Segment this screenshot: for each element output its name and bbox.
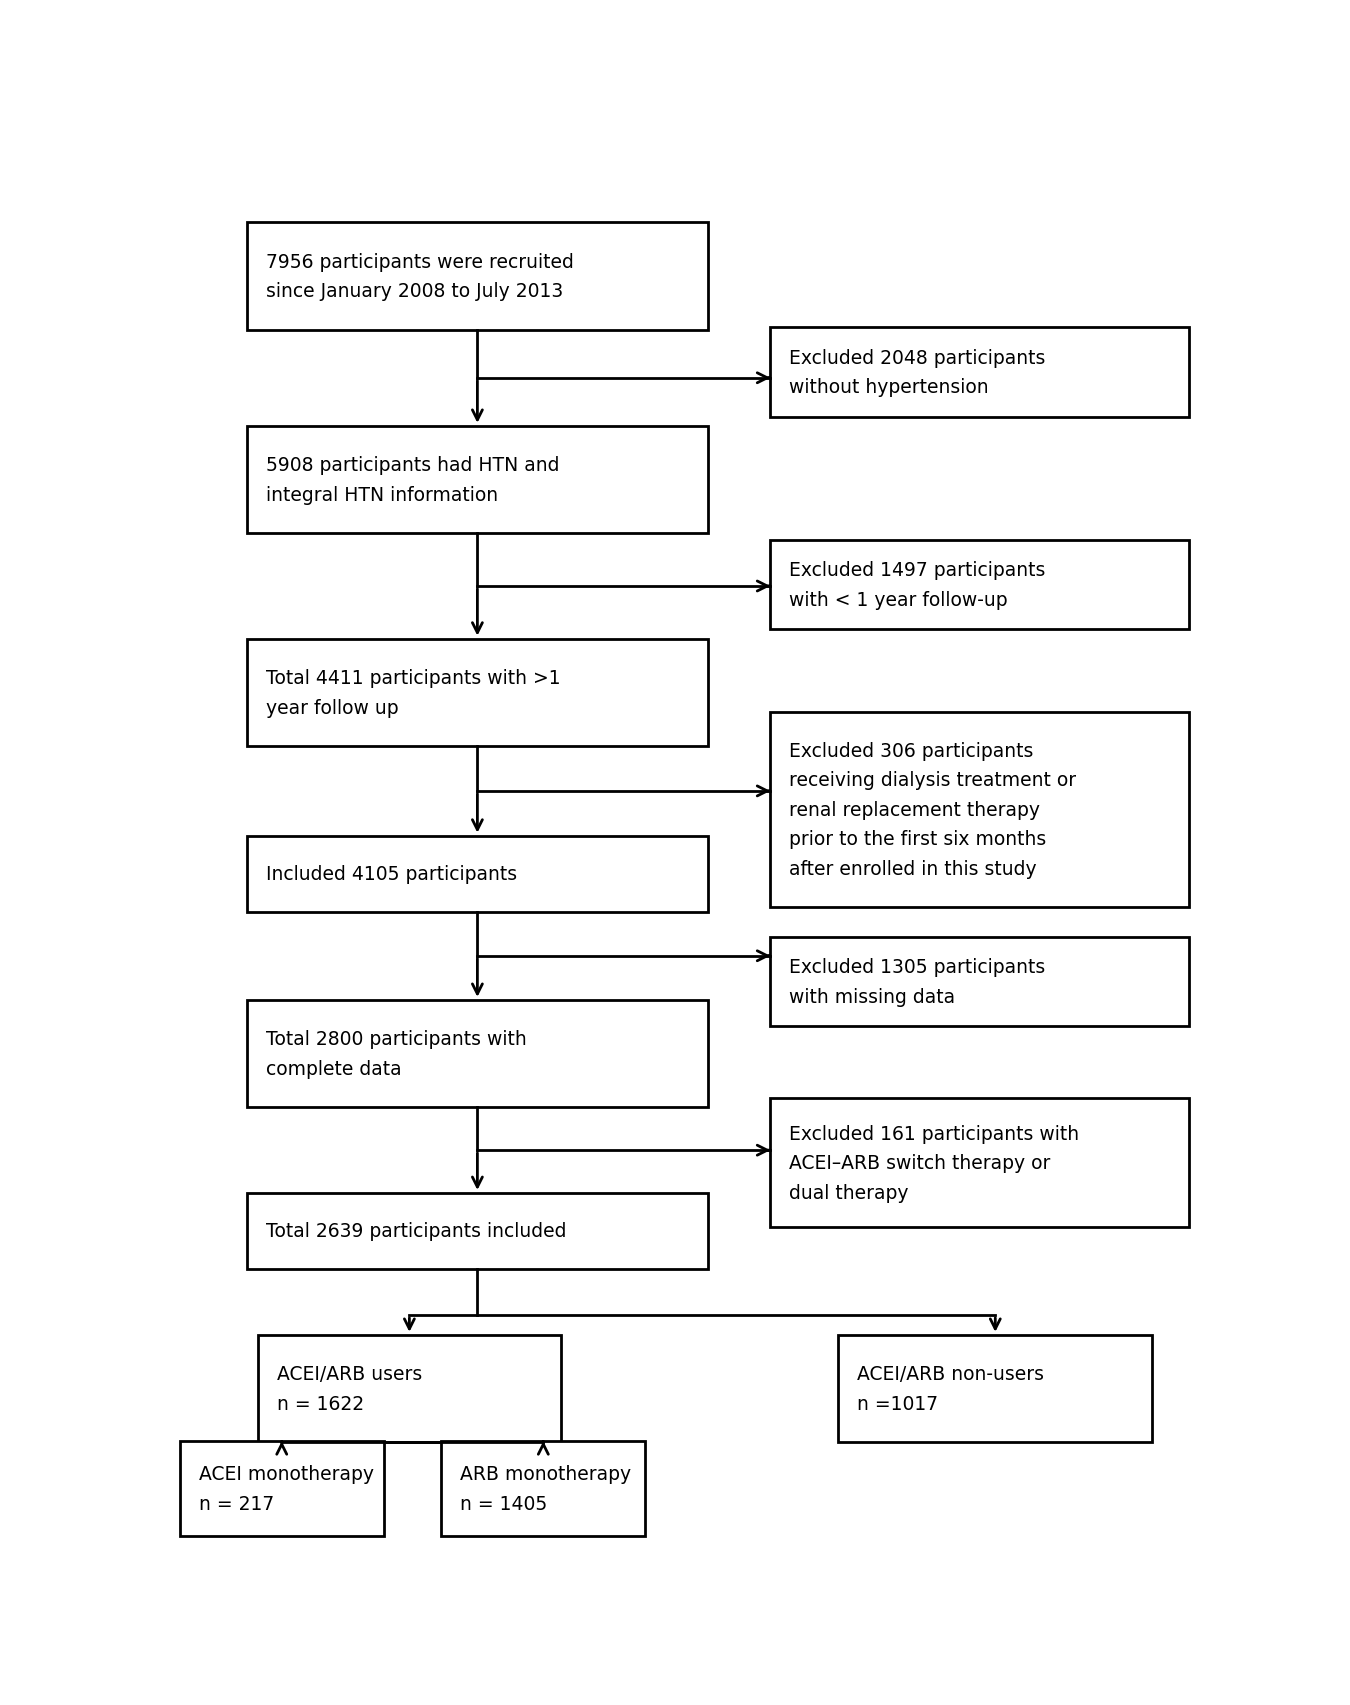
Text: Excluded 2048 participants
without hypertension: Excluded 2048 participants without hyper…	[790, 348, 1045, 397]
FancyBboxPatch shape	[247, 835, 707, 912]
FancyBboxPatch shape	[247, 223, 707, 331]
FancyBboxPatch shape	[441, 1441, 645, 1536]
FancyBboxPatch shape	[771, 327, 1189, 418]
FancyBboxPatch shape	[258, 1335, 562, 1442]
Text: Excluded 306 participants
receiving dialysis treatment or
renal replacement ther: Excluded 306 participants receiving dial…	[790, 742, 1076, 878]
Text: Excluded 161 participants with
ACEI–ARB switch therapy or
dual therapy: Excluded 161 participants with ACEI–ARB …	[790, 1124, 1079, 1202]
FancyBboxPatch shape	[247, 639, 707, 747]
Text: ACEI/ARB non-users
n =1017: ACEI/ARB non-users n =1017	[857, 1364, 1044, 1413]
Text: Total 4411 participants with >1
year follow up: Total 4411 participants with >1 year fol…	[266, 668, 560, 718]
FancyBboxPatch shape	[771, 713, 1189, 907]
Text: Included 4105 participants: Included 4105 participants	[266, 864, 517, 883]
FancyBboxPatch shape	[247, 1194, 707, 1269]
Text: Excluded 1497 participants
with < 1 year follow-up: Excluded 1497 participants with < 1 year…	[790, 561, 1045, 610]
Text: Total 2800 participants with
complete data: Total 2800 participants with complete da…	[266, 1030, 526, 1078]
FancyBboxPatch shape	[247, 426, 707, 534]
Text: Excluded 1305 participants
with missing data: Excluded 1305 participants with missing …	[790, 958, 1045, 1006]
FancyBboxPatch shape	[771, 938, 1189, 1026]
FancyBboxPatch shape	[771, 540, 1189, 629]
FancyBboxPatch shape	[838, 1335, 1152, 1442]
Text: 7956 participants were recruited
since January 2008 to July 2013: 7956 participants were recruited since J…	[266, 252, 574, 302]
Text: ARB monotherapy
n = 1405: ARB monotherapy n = 1405	[460, 1465, 632, 1512]
Text: 5908 participants had HTN and
integral HTN information: 5908 participants had HTN and integral H…	[266, 455, 559, 505]
FancyBboxPatch shape	[771, 1098, 1189, 1228]
Text: Total 2639 participants included: Total 2639 participants included	[266, 1222, 567, 1241]
Text: ACEI/ARB users
n = 1622: ACEI/ARB users n = 1622	[277, 1364, 421, 1413]
FancyBboxPatch shape	[247, 1001, 707, 1108]
FancyBboxPatch shape	[180, 1441, 383, 1536]
Text: ACEI monotherapy
n = 217: ACEI monotherapy n = 217	[198, 1465, 374, 1512]
